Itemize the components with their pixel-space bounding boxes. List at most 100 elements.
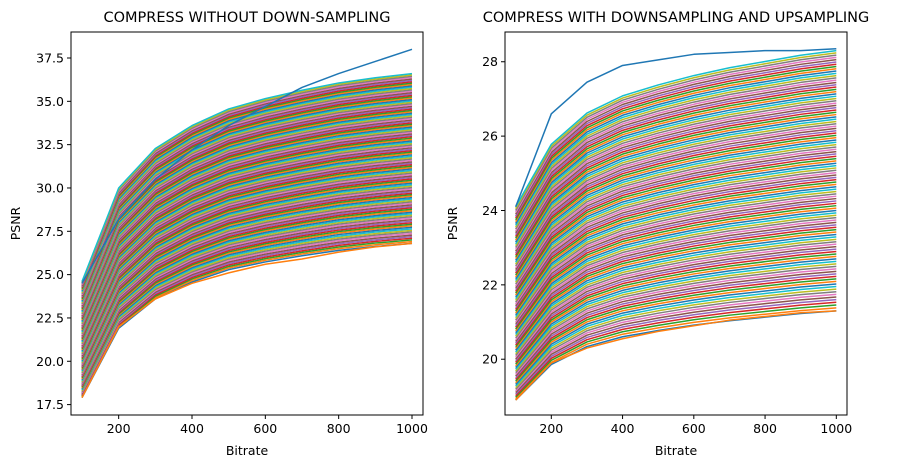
y-tick-label: 32.5: [36, 137, 64, 152]
series-line: [81, 142, 413, 334]
series-line: [81, 228, 413, 391]
x-tick-label: 600: [682, 421, 706, 436]
series-line: [515, 224, 837, 344]
series-line: [515, 209, 837, 334]
series-line: [515, 58, 837, 215]
series-line: [515, 216, 837, 339]
series-line: [515, 162, 837, 298]
series-line: [515, 263, 837, 372]
series-line: [81, 134, 413, 328]
series-line: [81, 182, 413, 362]
series-line: [81, 225, 413, 389]
series-line: [515, 171, 837, 305]
series-line: [81, 123, 413, 320]
series-line: [515, 83, 837, 235]
series-line: [81, 48, 413, 284]
y-tick-label: 17.5: [36, 397, 64, 412]
series-line: [515, 248, 837, 362]
series-line: [515, 200, 837, 326]
series-line: [81, 214, 413, 383]
series-line: [515, 278, 837, 382]
y-tick-label: 30.0: [36, 180, 64, 195]
series-line: [515, 241, 837, 356]
series-line: [81, 78, 413, 286]
y-tick-label: 37.5: [36, 50, 64, 65]
series-line: [81, 151, 413, 340]
series-line: [81, 76, 413, 285]
series-line: [81, 168, 413, 352]
series-line: [515, 212, 837, 335]
series-line: [81, 122, 413, 319]
y-tick-label: 27.5: [36, 224, 64, 239]
y-tick-label: 22.5: [36, 310, 64, 325]
series-line: [81, 127, 413, 323]
y-tick-label: 25.0: [36, 267, 64, 282]
series-line: [515, 176, 837, 309]
series-line: [81, 173, 413, 356]
series-line: [81, 191, 413, 367]
series-line: [81, 152, 413, 341]
series-line: [81, 218, 413, 385]
series-line: [515, 285, 837, 387]
series-line: [515, 160, 837, 296]
series-line: [515, 231, 837, 349]
series-line: [515, 290, 837, 390]
y-tick-label: 35.0: [36, 94, 64, 109]
series-line: [515, 238, 837, 355]
series-line: [81, 156, 413, 344]
series-line: [515, 185, 837, 316]
right-chart-y-ticks: 20 22 24 26 28: [482, 54, 505, 367]
series-line: [515, 113, 837, 259]
left-chart-x-axis-label: Bitrate: [226, 443, 269, 458]
series-line: [515, 202, 837, 328]
right-chart-title: COMPRESS WITH DOWNSAMPLING AND UPSAMPLIN…: [483, 10, 869, 26]
series-line: [515, 100, 837, 248]
series-line: [81, 199, 413, 373]
series-line: [81, 145, 413, 336]
series-line: [81, 239, 413, 397]
series-line: [81, 83, 413, 291]
x-tick-label: 1000: [820, 421, 852, 436]
series-line: [515, 190, 837, 319]
series-line: [81, 179, 413, 360]
series-line: [81, 87, 413, 294]
series-line: [515, 56, 837, 213]
series-line: [515, 68, 837, 223]
series-line: [515, 141, 837, 281]
series-line: [81, 154, 413, 342]
series-line: [515, 148, 837, 287]
series-line: [515, 153, 837, 290]
series-line: [81, 72, 413, 282]
series-line: [81, 242, 413, 399]
series-line: [81, 178, 413, 359]
series-line: [81, 201, 413, 374]
series-line: [515, 125, 837, 269]
series-line: [515, 219, 837, 341]
series-line: [515, 127, 837, 270]
y-tick-label: 24: [482, 203, 498, 218]
series-line: [515, 243, 837, 358]
series-line: [515, 167, 837, 301]
series-line: [81, 196, 413, 371]
series-line: [81, 192, 413, 368]
series-line: [81, 198, 413, 372]
series-line: [81, 185, 413, 363]
left-chart-title: COMPRESS WITHOUT DOWN-SAMPLING: [104, 10, 391, 26]
series-line: [81, 183, 413, 362]
series-line: [515, 174, 837, 307]
series-line: [515, 118, 837, 263]
series-line: [515, 54, 837, 211]
series-line: [515, 260, 837, 370]
series-line: [81, 229, 413, 392]
series-line: [515, 111, 837, 258]
x-tick-label: 1000: [396, 421, 428, 436]
series-line: [81, 104, 413, 306]
series-line: [515, 193, 837, 321]
y-tick-label: 22: [482, 277, 498, 292]
series-line: [81, 205, 413, 377]
series-line: [515, 258, 837, 369]
series-line: [81, 161, 413, 347]
series-line: [81, 74, 413, 283]
series-line: [81, 180, 413, 361]
